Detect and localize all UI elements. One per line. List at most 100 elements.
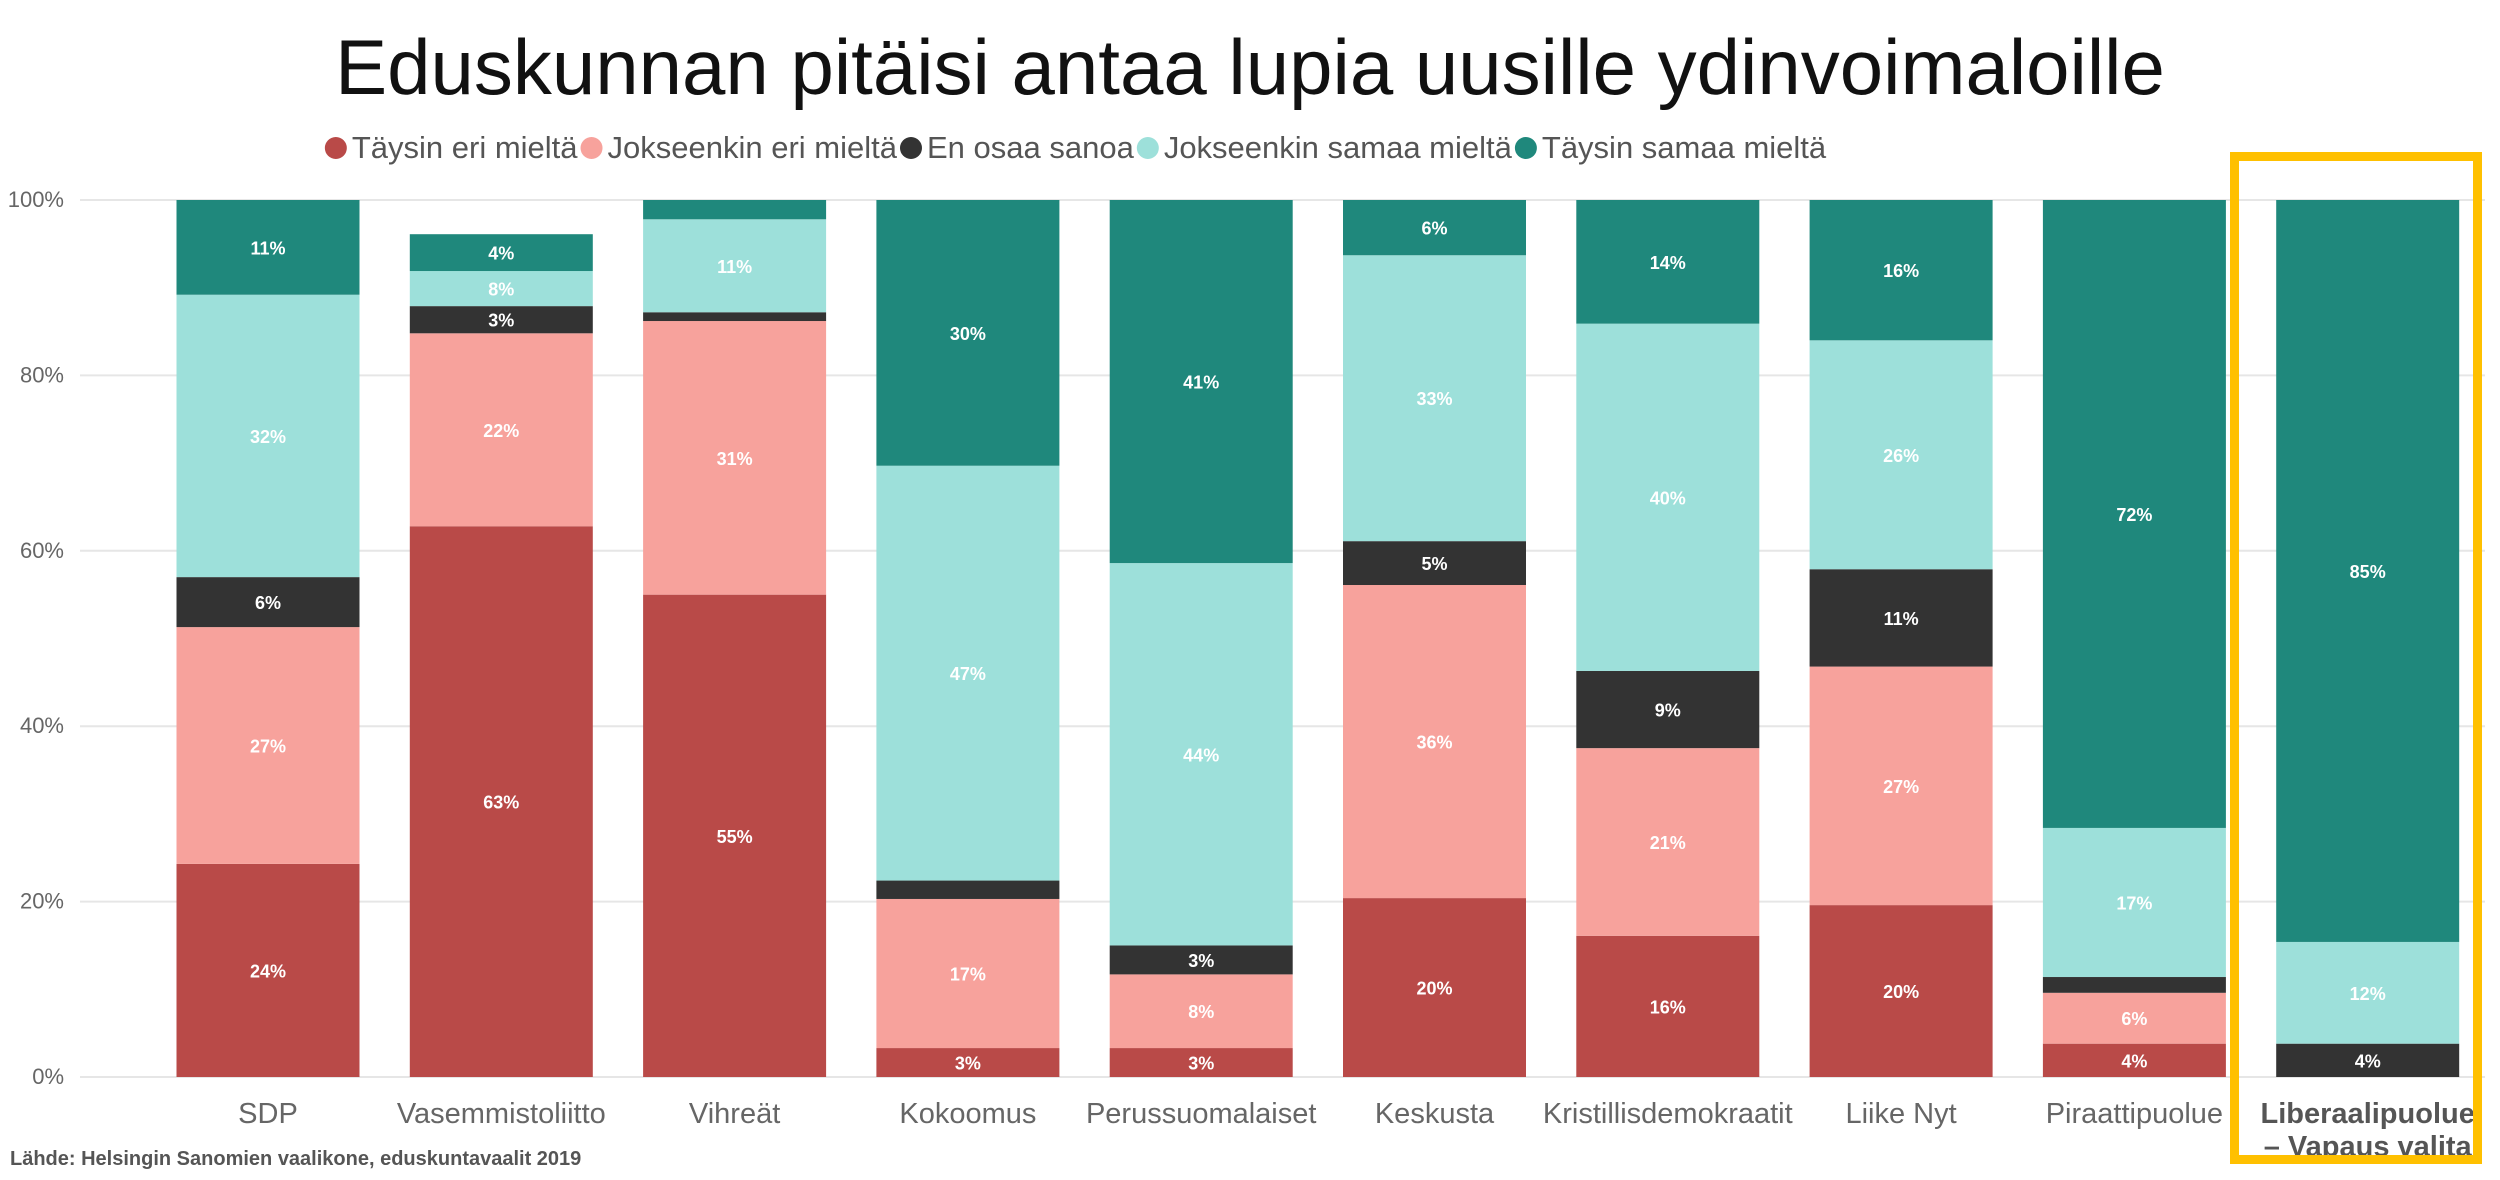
bar-segment [176,577,360,628]
data-label: 17% [950,965,986,985]
data-label: 20% [1416,979,1452,999]
data-label: 12% [2350,984,2386,1004]
data-label: 3% [1188,951,1214,971]
bar-segment [1109,563,1293,946]
y-tick-label: 60% [20,538,64,563]
bar-segment [176,627,360,864]
data-label: 27% [250,736,286,756]
legend-label: Täysin samaa mieltä [1542,130,1827,165]
bar-segment [2042,992,2226,1044]
legend-swatch [1136,137,1159,159]
bar-segment [1343,200,1526,256]
data-label: 14% [1650,253,1686,273]
bar-segment [876,200,1060,466]
data-label: 20% [1883,982,1919,1002]
data-label: 41% [1183,373,1219,393]
bar-segment [2042,827,2226,978]
data-label: 11% [717,257,752,277]
data-label: 4% [2355,1051,2381,1071]
bar-segment [1109,974,1293,1049]
x-tick-label: SDP [238,1098,298,1130]
bar-segment [1576,935,1760,1077]
data-label: 85% [2350,562,2386,582]
bar-segment [1109,200,1293,564]
chart-title: Eduskunnan pitäisi antaa lupia uusille y… [335,23,2165,111]
bar-segment [643,200,827,220]
data-label: 55% [717,827,753,847]
data-label: 33% [1416,389,1452,409]
bar-segment [1576,670,1760,749]
data-label: 16% [1883,261,1919,281]
bar-segment [176,200,360,295]
bar-segment [876,465,1060,881]
bar-segment [1576,748,1760,936]
data-label: 44% [1183,745,1219,765]
bars [176,200,2460,1077]
data-label: 4% [488,244,514,264]
bar-segment [1343,255,1526,542]
legend-item: En osaa sanoa [899,130,1135,165]
bar-segment [2276,941,2460,1044]
data-label: 11% [250,238,285,258]
legend: Täysin eri mieltä Jokseenkin eri mieltä En… [324,130,1827,165]
bar-segment [1576,323,1760,671]
bar-segment [1809,340,1993,570]
data-label: 3% [955,1054,981,1074]
data-label: 26% [1883,446,1919,466]
legend-label: Jokseenkin samaa mieltä [1164,130,1513,165]
source-note: Lähde: Helsingin Sanomien vaalikone, edu… [10,1148,582,1170]
data-label: 3% [1188,1054,1214,1074]
legend-label: Jokseenkin eri mieltä [608,130,898,165]
bar-segment [1109,945,1293,975]
bar-segment [409,271,593,307]
data-label: 9% [1655,701,1681,721]
y-tick-label: 80% [20,362,64,387]
legend-swatch [580,137,603,159]
legend-swatch [324,137,347,159]
data-label: 6% [1421,219,1447,239]
legend-label: Täysin eri mieltä [352,130,578,165]
bar-segment [643,219,827,313]
bar-segment [176,863,360,1077]
bar-segment [2276,200,2460,942]
data-label: 4% [2121,1051,2147,1071]
y-tick-label: 20% [20,889,64,914]
bar-segment [1809,200,1993,341]
data-label: 16% [1650,997,1686,1017]
legend-swatch [1514,137,1537,159]
data-label: 5% [1421,554,1447,574]
data-label: 63% [483,793,519,813]
legend-item: Jokseenkin eri mieltä [580,130,898,165]
legend-swatch [899,137,922,159]
legend-label: En osaa sanoa [927,130,1135,165]
data-label: 27% [1883,777,1919,797]
bar-segment [643,312,827,322]
data-label: 36% [1416,733,1452,753]
x-tick-label: Vasemmistoliitto [397,1098,606,1130]
data-label: 17% [2116,893,2152,913]
bar-segment [409,333,593,527]
bar-segment [1809,905,1993,1077]
bar-segment [1343,541,1526,586]
bar-segment [2042,1043,2226,1077]
bar-segment [2042,977,2226,993]
x-tick-label: Kokoomus [899,1098,1036,1130]
data-label: 40% [1650,488,1686,508]
data-label: 6% [255,593,281,613]
y-tick-label: 40% [20,713,64,738]
bar-segment [1343,898,1526,1077]
x-tick-label: Vihreät [689,1098,780,1130]
x-tick-label: Liike Nyt [1845,1098,1956,1130]
bar-segment [876,1048,1060,1077]
data-label: 30% [950,324,986,344]
bar-segment [1809,569,1993,667]
bar-segment [643,321,827,595]
legend-item: Täysin samaa mieltä [1514,130,1827,165]
legend-item: Jokseenkin samaa mieltä [1136,130,1513,165]
data-label: 8% [1188,1002,1214,1022]
bar-segment [1343,585,1526,899]
x-tick-label: Liberaalipuolue – Vapaus valita [2261,1098,2475,1163]
bar-segment [409,306,593,334]
data-label: 47% [950,664,986,684]
